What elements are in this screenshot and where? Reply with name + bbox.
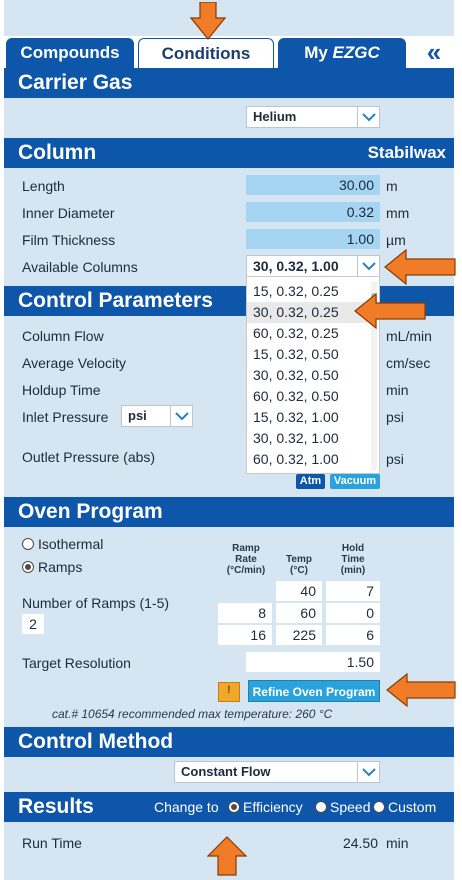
holdup-time-label: Holdup Time [22,382,101,398]
isothermal-label: Isothermal [38,536,104,552]
speed-label: Speed [330,799,371,815]
control-method-header: Control Method [4,727,454,757]
speed-radio[interactable] [315,801,327,813]
run-time-value: 24.50 [342,835,378,851]
ramp-rate-cell[interactable]: 16 [218,625,272,645]
column-option[interactable]: 30, 0.32, 1.00 [253,430,339,446]
arrow-up-icon [207,836,247,876]
holdup-time-unit: min [386,382,409,398]
isothermal-radio[interactable] [22,538,34,550]
inlet-pressure-unit: psi [386,409,404,425]
temp-column-header: Temp (°C) [286,554,312,576]
chevron-down-icon [170,406,192,426]
film-thickness-unit: µm [386,232,406,248]
chevron-down-icon [357,107,379,127]
column-option[interactable]: 60, 0.32, 0.50 [253,388,339,404]
warning-icon: ! [227,684,231,696]
ramp-temp-cell[interactable]: 225 [276,625,322,645]
average-velocity-label: Average Velocity [22,355,127,371]
target-resolution-label: Target Resolution [22,655,131,671]
stationary-phase-name: Stabilwax [367,143,446,162]
custom-radio[interactable] [373,801,385,813]
efficiency-radio[interactable] [228,801,240,813]
length-label: Length [22,178,65,194]
column-option[interactable]: 30, 0.32, 0.50 [253,367,339,383]
column-flow-label: Column Flow [22,328,104,344]
column-option[interactable]: 60, 0.32, 0.25 [253,325,339,341]
initial-temp-cell[interactable]: 40 [276,581,322,601]
pressure-unit-select[interactable]: psi [121,405,193,427]
chevron-down-icon [357,256,379,276]
column-option[interactable]: 60, 0.32, 1.00 [253,451,339,467]
column-header: Column Stabilwax [4,138,454,168]
arrow-left-icon [384,249,456,285]
available-columns-select[interactable]: 30, 0.32, 1.00 [246,255,380,277]
ramp-temp-cell[interactable]: 60 [276,603,322,623]
inner-diameter-label: Inner Diameter [22,205,115,221]
arrow-left-icon [386,673,456,707]
carrier-gas-select[interactable]: Helium [246,106,380,128]
ramp-hold-cell[interactable]: 6 [326,625,380,645]
ramps-radio[interactable] [22,561,34,573]
run-time-label: Run Time [22,835,82,851]
arrow-left-icon [354,293,426,329]
available-columns-label: Available Columns [22,259,138,275]
ramps-label: Ramps [38,559,83,575]
efficiency-label: Efficiency [243,799,303,815]
inner-diameter-field[interactable]: 0.32 [246,202,380,222]
outlet-pressure-label: Outlet Pressure (abs) [22,449,156,465]
inlet-pressure-label: Inlet Pressure [22,409,109,425]
number-of-ramps-field[interactable]: 2 [22,614,44,634]
ramp-hold-cell[interactable]: 0 [326,603,380,623]
refine-oven-program-button[interactable]: Refine Oven Program [248,680,380,702]
initial-hold-cell[interactable]: 7 [326,581,380,601]
length-unit: m [386,178,398,194]
hold-time-column-header: Hold Time (min) [340,543,366,576]
column-option[interactable]: 15, 0.32, 0.50 [253,346,339,362]
tab-my-ezgc[interactable]: My EZGC [278,38,406,68]
change-to-label: Change to [154,799,219,815]
warning-button[interactable]: ! [218,682,240,702]
run-time-unit: min [386,835,409,851]
tab-conditions[interactable]: Conditions [138,38,274,68]
carrier-gas-header: Carrier Gas [4,68,454,98]
chevron-down-icon [357,762,379,782]
column-option[interactable]: 15, 0.32, 0.25 [253,283,339,299]
target-resolution-field[interactable]: 1.50 [246,652,380,672]
number-of-ramps-label: Number of Ramps (1-5) [22,595,170,611]
vacuum-button[interactable]: Vacuum [330,474,380,489]
outlet-pressure-unit: psi [386,451,404,467]
ramp-rate-column-header: Ramp Rate (°C/min) [226,543,266,576]
tab-compounds[interactable]: Compounds [6,38,134,68]
control-method-select[interactable]: Constant Flow [174,761,380,783]
film-thickness-label: Film Thickness [22,232,116,248]
max-temperature-note: cat.# 10654 recommended max temperature:… [52,707,333,721]
tab-bar: Compounds Conditions My EZGC « [4,36,454,68]
oven-program-header: Oven Program [4,497,454,527]
column-option[interactable]: 15, 0.32, 1.00 [253,409,339,425]
column-option-highlighted[interactable]: 30, 0.32, 0.25 [247,302,367,323]
film-thickness-field[interactable]: 1.00 [246,229,380,249]
column-flow-unit: mL/min [386,328,432,344]
inner-diameter-unit: mm [386,205,410,221]
custom-label: Custom [388,799,437,815]
arrow-down-icon [190,2,226,40]
ramp-rate-cell[interactable]: 8 [218,603,272,623]
atm-button[interactable]: Atm [296,474,325,489]
length-field[interactable]: 30.00 [246,175,380,195]
double-chevron-left-icon[interactable]: « [426,37,442,67]
average-velocity-unit: cm/sec [386,355,431,371]
